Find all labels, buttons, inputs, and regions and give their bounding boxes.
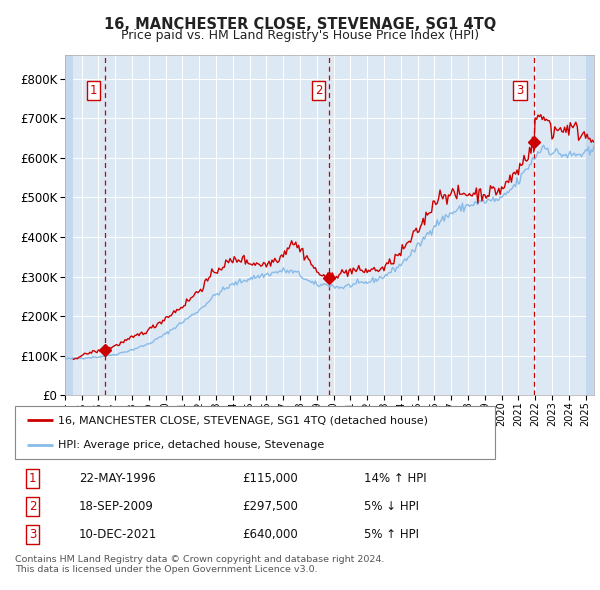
Bar bbox=[586, 55, 594, 395]
Text: 10-DEC-2021: 10-DEC-2021 bbox=[79, 527, 157, 540]
Text: 16, MANCHESTER CLOSE, STEVENAGE, SG1 4TQ: 16, MANCHESTER CLOSE, STEVENAGE, SG1 4TQ bbox=[104, 17, 496, 31]
Text: £297,500: £297,500 bbox=[242, 500, 298, 513]
Text: Contains HM Land Registry data © Crown copyright and database right 2024.
This d: Contains HM Land Registry data © Crown c… bbox=[15, 555, 385, 574]
Text: 3: 3 bbox=[517, 84, 524, 97]
Text: 1: 1 bbox=[89, 84, 97, 97]
Text: £115,000: £115,000 bbox=[242, 472, 298, 485]
Text: £640,000: £640,000 bbox=[242, 527, 298, 540]
Text: Price paid vs. HM Land Registry's House Price Index (HPI): Price paid vs. HM Land Registry's House … bbox=[121, 29, 479, 42]
Text: 2: 2 bbox=[29, 500, 36, 513]
Text: 1: 1 bbox=[29, 472, 36, 485]
Text: 16, MANCHESTER CLOSE, STEVENAGE, SG1 4TQ (detached house): 16, MANCHESTER CLOSE, STEVENAGE, SG1 4TQ… bbox=[58, 415, 428, 425]
Text: 3: 3 bbox=[29, 527, 36, 540]
Bar bbox=[65, 55, 73, 395]
Text: 22-MAY-1996: 22-MAY-1996 bbox=[79, 472, 156, 485]
FancyBboxPatch shape bbox=[15, 406, 495, 459]
Text: 14% ↑ HPI: 14% ↑ HPI bbox=[364, 472, 427, 485]
Text: 18-SEP-2009: 18-SEP-2009 bbox=[79, 500, 154, 513]
Text: HPI: Average price, detached house, Stevenage: HPI: Average price, detached house, Stev… bbox=[58, 440, 325, 450]
Text: 2: 2 bbox=[315, 84, 322, 97]
Text: 5% ↑ HPI: 5% ↑ HPI bbox=[364, 527, 419, 540]
Text: 5% ↓ HPI: 5% ↓ HPI bbox=[364, 500, 419, 513]
